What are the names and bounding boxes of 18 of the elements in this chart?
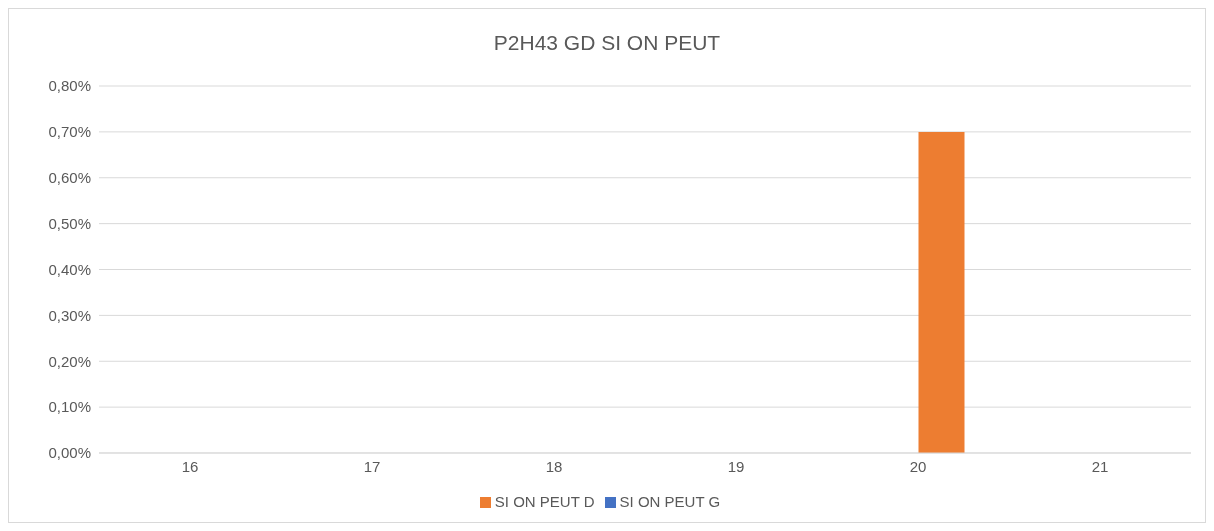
- y-tick-label: 0,30%: [48, 306, 91, 324]
- y-tick-label: 0,20%: [48, 352, 91, 370]
- y-tick-label: 0,10%: [48, 398, 91, 416]
- legend-label: SI ON PEUT D: [494, 493, 595, 510]
- legend-label: SI ON PEUT G: [619, 493, 721, 510]
- y-tick-label: 0,60%: [48, 169, 91, 187]
- y-tick-label: 0,50%: [48, 214, 91, 232]
- y-tick-label: 0,80%: [48, 77, 91, 95]
- x-tick-label: 16: [181, 457, 199, 475]
- y-tick-label: 0,70%: [48, 123, 91, 141]
- x-tick-label: 17: [363, 457, 381, 475]
- x-tick-label: 20: [909, 457, 927, 475]
- x-tick-label: 19: [727, 457, 745, 475]
- y-tick-label: 0,00%: [48, 444, 91, 462]
- y-tick-label: 0,40%: [48, 260, 91, 278]
- x-tick-label: 21: [1091, 457, 1109, 475]
- x-tick-label: 18: [545, 457, 563, 475]
- chart-title: P2H43 GD SI ON PEUT: [492, 30, 722, 56]
